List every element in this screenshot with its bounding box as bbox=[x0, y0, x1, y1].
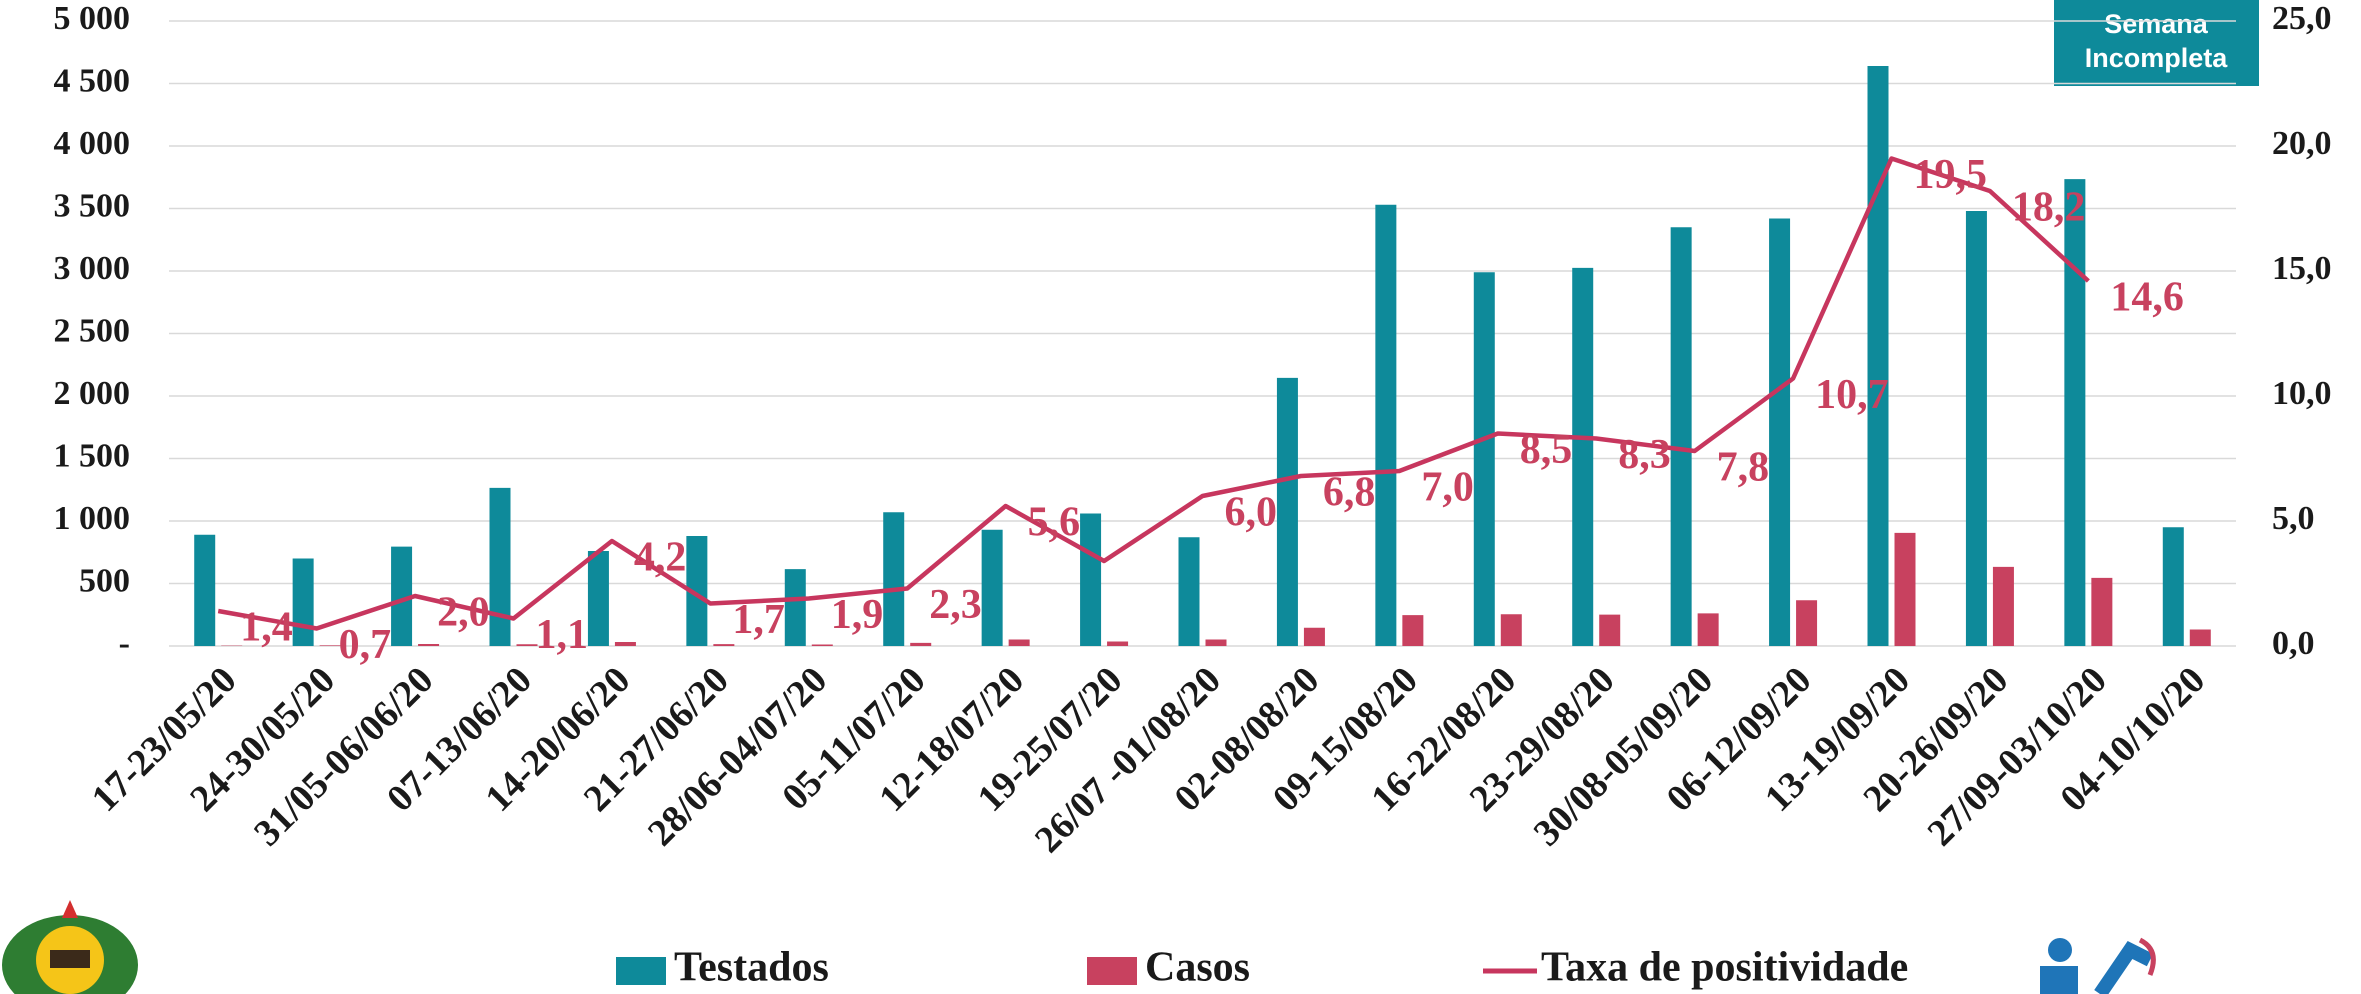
bar bbox=[1008, 639, 1030, 646]
bar bbox=[1796, 600, 1818, 646]
bar bbox=[2162, 527, 2184, 646]
bar bbox=[713, 644, 735, 646]
bar bbox=[784, 569, 806, 646]
bar bbox=[1965, 211, 1987, 646]
bar bbox=[1599, 614, 1621, 646]
data-label: 14,6 bbox=[2110, 275, 2184, 321]
y2-tick-label: 10,0 bbox=[2272, 375, 2332, 412]
y-tick-label: 1 000 bbox=[54, 500, 131, 537]
y2-tick-label: 20,0 bbox=[2272, 125, 2332, 162]
legend-label: Testados bbox=[674, 945, 829, 991]
bar bbox=[1894, 532, 1916, 646]
legend-label: Casos bbox=[1145, 945, 1250, 991]
data-label: 1,1 bbox=[536, 612, 589, 658]
bar bbox=[319, 645, 341, 646]
y-tick-label: - bbox=[119, 625, 130, 662]
y-tick-label: 4 000 bbox=[54, 125, 131, 162]
data-label: 0,7 bbox=[339, 622, 392, 668]
data-label: 8,5 bbox=[1520, 427, 1573, 473]
bar bbox=[2091, 577, 2113, 646]
data-label: 18,2 bbox=[2012, 185, 2086, 231]
bar bbox=[2189, 629, 2211, 646]
bar bbox=[489, 487, 511, 646]
data-label: 1,9 bbox=[831, 592, 884, 638]
bar bbox=[391, 546, 413, 646]
y2-tick-label: 15,0 bbox=[2272, 250, 2332, 287]
data-label: 2,0 bbox=[437, 590, 490, 636]
bar bbox=[614, 642, 636, 646]
legend-swatch bbox=[616, 957, 666, 985]
bar bbox=[981, 529, 1003, 646]
data-label: 19,5 bbox=[1914, 152, 1988, 198]
bar bbox=[1178, 537, 1200, 646]
legend-swatch bbox=[1087, 957, 1137, 985]
y-tick-label: 2 500 bbox=[54, 312, 131, 349]
bar bbox=[1276, 377, 1298, 646]
data-label: 10,7 bbox=[1815, 372, 1889, 418]
bar bbox=[418, 644, 440, 646]
bar bbox=[1769, 218, 1791, 646]
data-label: 6,8 bbox=[1323, 470, 1376, 516]
data-label: 1,4 bbox=[240, 605, 293, 651]
bar bbox=[1473, 272, 1495, 646]
legend-label: Taxa de positividade bbox=[1541, 945, 1908, 991]
y-tick-label: 500 bbox=[79, 562, 130, 599]
bar bbox=[1992, 566, 2014, 646]
bar bbox=[292, 558, 314, 646]
institute-logo bbox=[2004, 904, 2361, 994]
bar bbox=[1375, 204, 1397, 646]
bar bbox=[1867, 66, 1889, 646]
bar bbox=[516, 644, 538, 646]
y-tick-label: 2 000 bbox=[54, 375, 131, 412]
data-label: 2,3 bbox=[929, 582, 982, 628]
bar bbox=[1697, 613, 1719, 646]
bar bbox=[194, 534, 216, 646]
y2-tick-label: 5,0 bbox=[2272, 500, 2315, 537]
data-label: 7,8 bbox=[1717, 445, 1770, 491]
bar bbox=[2064, 179, 2086, 646]
bar bbox=[587, 551, 609, 646]
bar bbox=[686, 536, 708, 646]
data-label: 6,0 bbox=[1225, 490, 1278, 536]
data-label: 8,3 bbox=[1618, 432, 1671, 478]
y2-tick-label: 0,0 bbox=[2272, 625, 2315, 662]
bar bbox=[1402, 615, 1424, 646]
data-label: 7,0 bbox=[1421, 465, 1474, 511]
y-tick-label: 3 000 bbox=[54, 250, 131, 287]
bar bbox=[1303, 627, 1325, 646]
y-tick-label: 5 000 bbox=[54, 0, 131, 37]
y2-tick-label: 25,0 bbox=[2272, 0, 2332, 37]
y-tick-label: 1 500 bbox=[54, 437, 131, 474]
bar bbox=[883, 512, 905, 646]
line bbox=[217, 156, 2090, 631]
data-label: 4,2 bbox=[634, 535, 687, 581]
data-label: 5,6 bbox=[1028, 500, 1081, 546]
bar bbox=[1205, 639, 1227, 646]
bar bbox=[1572, 267, 1594, 646]
y-tick-label: 4 500 bbox=[54, 62, 131, 99]
bar bbox=[1107, 641, 1129, 646]
bar bbox=[1080, 513, 1102, 646]
data-label: 1,7 bbox=[732, 597, 785, 643]
note-box bbox=[2054, 0, 2259, 86]
emblem-logo bbox=[2, 900, 138, 994]
bar bbox=[1500, 614, 1522, 646]
bar bbox=[811, 644, 833, 646]
note-text: Semana Incompleta bbox=[2085, 9, 2229, 73]
y-tick-label: 3 500 bbox=[54, 187, 131, 224]
bar bbox=[1670, 227, 1692, 646]
bar bbox=[910, 642, 932, 646]
